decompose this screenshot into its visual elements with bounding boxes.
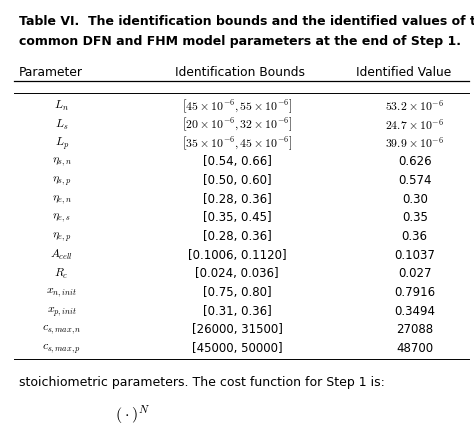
Text: 0.35: 0.35 — [402, 212, 428, 224]
Text: $x_{n,init}$: $x_{n,init}$ — [46, 286, 77, 299]
Text: $x_{p,init}$: $x_{p,init}$ — [46, 305, 77, 318]
Text: 0.027: 0.027 — [398, 268, 431, 280]
Text: 48700: 48700 — [396, 342, 433, 355]
Text: 0.574: 0.574 — [398, 174, 431, 187]
Text: $\left[20 \times 10^{-6}, 32 \times 10^{-6}\right]$: $\left[20 \times 10^{-6}, 32 \times 10^{… — [182, 116, 292, 134]
Text: $\mathbf{(} \cdot \mathbf{)}^N$: $\mathbf{(} \cdot \mathbf{)}^N$ — [115, 403, 150, 424]
Text: $\eta_{s,p}$: $\eta_{s,p}$ — [52, 174, 72, 187]
Text: [0.1006, 0.1120]: [0.1006, 0.1120] — [188, 249, 286, 262]
Text: $L_s$: $L_s$ — [55, 117, 68, 132]
Text: [0.28, 0.36]: [0.28, 0.36] — [202, 193, 272, 206]
Text: common DFN and FHM model parameters at the end of Step 1.: common DFN and FHM model parameters at t… — [19, 35, 461, 48]
Text: $\left[35 \times 10^{-6}, 45 \times 10^{-6}\right]$: $\left[35 \times 10^{-6}, 45 \times 10^{… — [182, 134, 292, 152]
Text: [0.024, 0.036]: [0.024, 0.036] — [195, 268, 279, 280]
Text: $c_{s,max,n}$: $c_{s,max,n}$ — [42, 324, 82, 336]
Text: $\eta_{s,n}$: $\eta_{s,n}$ — [52, 156, 72, 168]
Text: Table VI.  The identification bounds and the identified values of the: Table VI. The identification bounds and … — [19, 15, 474, 28]
Text: 0.3494: 0.3494 — [394, 305, 435, 318]
Text: [26000, 31500]: [26000, 31500] — [191, 324, 283, 336]
Text: $\eta_{e,n}$: $\eta_{e,n}$ — [52, 193, 72, 206]
Text: 0.1037: 0.1037 — [394, 249, 435, 262]
Text: $\left[45 \times 10^{-6}, 55 \times 10^{-6}\right]$: $\left[45 \times 10^{-6}, 55 \times 10^{… — [182, 97, 292, 115]
Text: $\eta_{e,s}$: $\eta_{e,s}$ — [52, 212, 71, 224]
Text: [0.35, 0.45]: [0.35, 0.45] — [203, 212, 271, 224]
Text: 0.36: 0.36 — [402, 230, 428, 243]
Text: Identification Bounds: Identification Bounds — [175, 66, 305, 79]
Text: 0.30: 0.30 — [402, 193, 428, 206]
Text: [0.75, 0.80]: [0.75, 0.80] — [203, 286, 271, 299]
Text: $L_n$: $L_n$ — [54, 99, 69, 113]
Text: $A_{cell}$: $A_{cell}$ — [50, 248, 73, 262]
Text: $53.2 \times 10^{-6}$: $53.2 \times 10^{-6}$ — [385, 98, 444, 114]
Text: $R_c$: $R_c$ — [55, 267, 69, 281]
Text: [45000, 50000]: [45000, 50000] — [191, 342, 283, 355]
Text: $39.9 \times 10^{-6}$: $39.9 \times 10^{-6}$ — [385, 136, 444, 151]
Text: 0.7916: 0.7916 — [394, 286, 435, 299]
Text: Parameter: Parameter — [19, 66, 83, 79]
Text: [0.31, 0.36]: [0.31, 0.36] — [202, 305, 272, 318]
Text: [0.54, 0.66]: [0.54, 0.66] — [202, 156, 272, 168]
Text: $\eta_{e,p}$: $\eta_{e,p}$ — [52, 230, 72, 243]
Text: $L_p$: $L_p$ — [55, 135, 69, 152]
Text: $24.7 \times 10^{-6}$: $24.7 \times 10^{-6}$ — [385, 117, 444, 132]
Text: 27088: 27088 — [396, 324, 433, 336]
Text: $c_{s,max,p}$: $c_{s,max,p}$ — [42, 342, 81, 355]
Text: [0.28, 0.36]: [0.28, 0.36] — [202, 230, 272, 243]
Text: [0.50, 0.60]: [0.50, 0.60] — [203, 174, 271, 187]
Text: Identified Value: Identified Value — [356, 66, 451, 79]
Text: stoichiometric parameters. The cost function for Step 1 is:: stoichiometric parameters. The cost func… — [19, 376, 385, 389]
Text: 0.626: 0.626 — [398, 156, 431, 168]
